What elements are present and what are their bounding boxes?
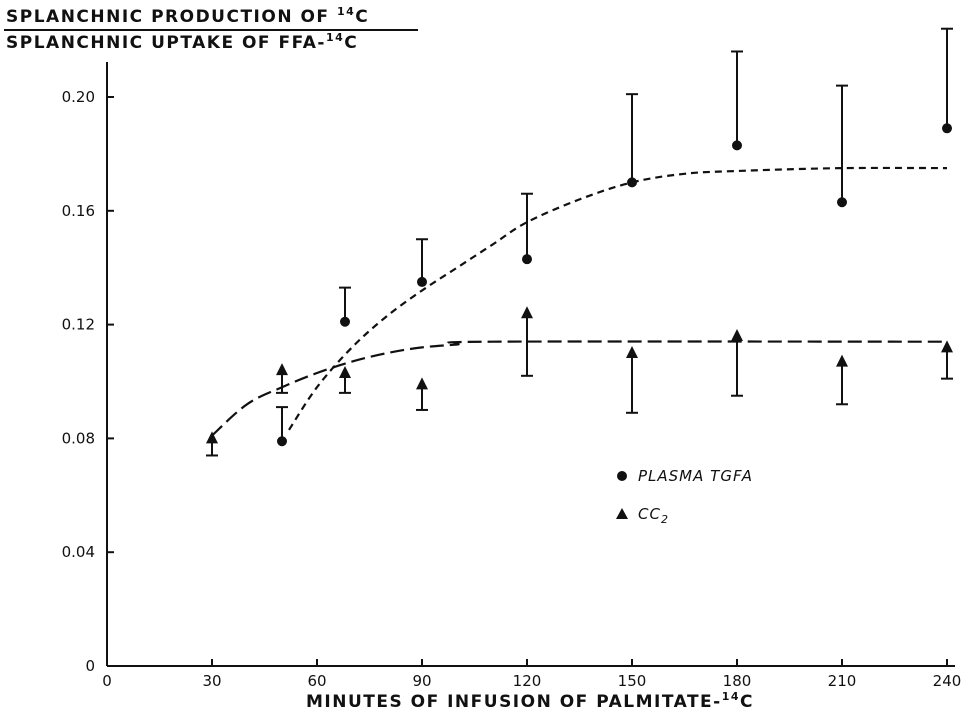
legend-triangle-marker bbox=[616, 508, 628, 519]
point-cc2 bbox=[416, 377, 428, 390]
point-cc2 bbox=[206, 431, 218, 444]
x-tick-label: 30 bbox=[202, 672, 221, 690]
fit-curve-plasma-tgfa bbox=[288, 166, 948, 431]
y-tick-label: 0.20 bbox=[62, 88, 95, 106]
x-tick-label: 60 bbox=[307, 672, 326, 690]
point-plasma-tgfa bbox=[732, 140, 742, 151]
x-tick-label: 0 bbox=[102, 672, 112, 690]
y-tick-label: 0 bbox=[85, 657, 95, 675]
x-tick-label: 90 bbox=[412, 672, 431, 690]
point-cc2 bbox=[836, 354, 848, 367]
point-cc2 bbox=[626, 346, 638, 359]
y-axis-title-denominator-superscript: 14 bbox=[326, 31, 344, 44]
y-tick-label: 0.12 bbox=[62, 316, 95, 334]
y-axis-title-denominator-suffix: C bbox=[344, 33, 358, 53]
x-tick-label: 210 bbox=[828, 672, 857, 690]
x-axis-title-text: MINUTES OF INFUSION OF PALMITATE- bbox=[306, 692, 722, 712]
fit-curves bbox=[211, 166, 948, 437]
point-cc2 bbox=[339, 365, 351, 378]
y-tick-label: 0.08 bbox=[62, 429, 95, 447]
point-plasma-tgfa bbox=[277, 436, 287, 447]
point-plasma-tgfa bbox=[417, 276, 427, 287]
x-axis-title-suffix: C bbox=[740, 692, 754, 712]
legend-label-cc2: CC2 bbox=[638, 505, 669, 526]
x-tick-label: 240 bbox=[933, 672, 962, 690]
point-plasma-tgfa bbox=[340, 316, 350, 327]
y-axis-title-numerator-text: SPLANCHNIC PRODUCTION OF bbox=[6, 7, 337, 27]
y-tick-label: 0.16 bbox=[62, 202, 95, 220]
point-plasma-tgfa bbox=[942, 123, 952, 134]
fit-curve-cc2 bbox=[211, 340, 948, 437]
point-plasma-tgfa bbox=[837, 197, 847, 208]
x-axis-title-superscript: 14 bbox=[722, 690, 740, 703]
x-axis-ticks: 0 30 60 90 120 150 180 210 240 bbox=[102, 659, 961, 690]
legend-circle-marker bbox=[617, 471, 627, 481]
x-tick-label: 180 bbox=[723, 672, 752, 690]
y-axis-ticks: 0 0.04 0.08 0.12 0.16 0.20 bbox=[62, 88, 114, 675]
point-cc2 bbox=[521, 306, 533, 319]
x-axis-title: MINUTES OF INFUSION OF PALMITATE-14C bbox=[306, 690, 754, 712]
point-plasma-tgfa bbox=[627, 177, 637, 188]
x-tick-label: 120 bbox=[513, 672, 542, 690]
point-cc2 bbox=[941, 340, 953, 353]
y-axis-title-denominator: SPLANCHNIC UPTAKE OF FFA-14C bbox=[6, 31, 358, 53]
point-cc2 bbox=[731, 328, 743, 341]
legend-label-plasma-tgfa: PLASMA TGFA bbox=[638, 467, 753, 485]
point-cc2 bbox=[276, 363, 288, 376]
point-plasma-tgfa bbox=[522, 254, 532, 265]
y-axis-title-numerator: SPLANCHNIC PRODUCTION OF 14C bbox=[6, 5, 369, 27]
data-markers bbox=[206, 123, 953, 447]
error-bars bbox=[206, 27, 953, 457]
legend: PLASMA TGFA CC2 bbox=[616, 467, 753, 526]
y-tick-label: 0.04 bbox=[62, 543, 95, 561]
y-axis-title-numerator-superscript: 14 bbox=[337, 5, 355, 18]
legend-label-cc2-text: CC bbox=[638, 505, 661, 523]
legend-label-cc2-subscript: 2 bbox=[661, 513, 669, 526]
y-axis-title-numerator-suffix: C bbox=[355, 7, 369, 27]
x-tick-label: 150 bbox=[618, 672, 647, 690]
y-axis-title-denominator-text: SPLANCHNIC UPTAKE OF FFA- bbox=[6, 33, 326, 53]
